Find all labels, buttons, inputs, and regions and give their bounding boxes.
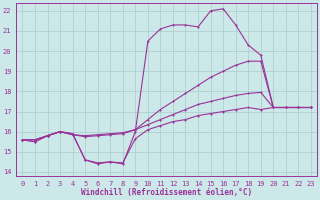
X-axis label: Windchill (Refroidissement éolien,°C): Windchill (Refroidissement éolien,°C): [81, 188, 252, 197]
